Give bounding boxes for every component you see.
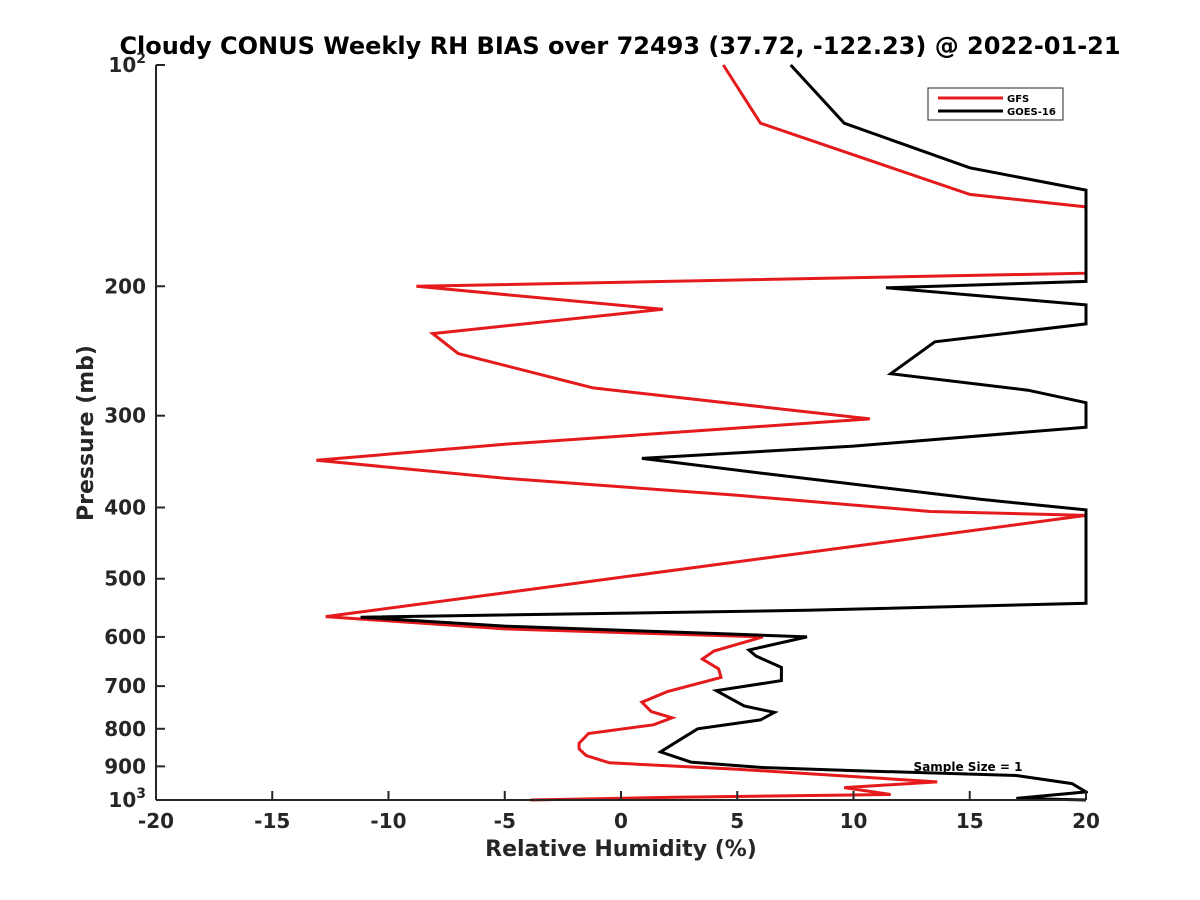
axes [155,65,1086,801]
legend: GFS GOES-16 [927,87,1064,121]
x-tick-label: 20 [1072,809,1100,833]
x-tick-label: 10 [840,809,868,833]
x-tick-label: 15 [956,809,984,833]
y-tick-label: 103 [108,786,146,812]
y-tick-label: 500 [104,567,146,591]
y-tick-label: 102 [108,51,146,77]
y-tick-label: 400 [104,496,146,520]
y-ticks: 102 200 300 400 500 600 700 800 900 103 [104,51,165,812]
legend-box [927,87,1064,121]
y-axis-label: Pressure (mb) [74,345,99,521]
series-line-gfs [316,64,1088,802]
y-tick-label: 800 [104,717,146,741]
sample-size-annotation: Sample Size = 1 [914,760,1023,774]
y-tick-label: 200 [104,274,146,298]
series-line-goes16 [360,63,1088,802]
x-tick-label: -10 [370,809,406,833]
x-axis-label: Relative Humidity (%) [485,837,757,862]
legend-label-gfs: GFS [1007,94,1029,105]
x-tick-label: -5 [494,809,516,833]
x-tick-label: 0 [614,809,628,833]
y-tick-label: 700 [104,674,146,698]
x-tick-label: -15 [254,809,290,833]
x-tick-label: 5 [730,809,744,833]
x-ticks: -20 -15 -10 -5 0 5 10 15 20 [138,791,1100,833]
y-tick-label: 300 [104,404,146,428]
plot-area [316,63,1088,802]
legend-label-goes16: GOES-16 [1007,107,1056,118]
chart-title: Cloudy CONUS Weekly RH BIAS over 72493 (… [119,32,1120,60]
y-tick-label: 600 [104,625,146,649]
y-tick-label: 900 [104,754,146,778]
x-tick-label: -20 [138,809,174,833]
